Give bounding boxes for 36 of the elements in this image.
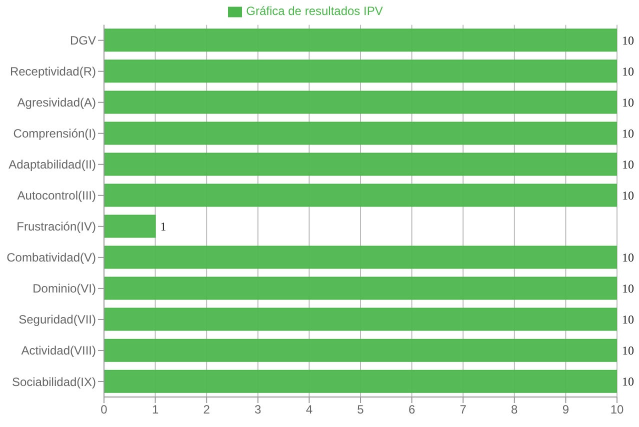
y-tick-label: Seguridad(VII): [18, 312, 96, 327]
x-tick-label: 5: [357, 402, 364, 417]
y-tick-label: Frustración(IV): [16, 220, 96, 234]
legend-label: Gráfica de resultados IPV: [246, 4, 383, 18]
y-tick-label: Sociabilidad(IX): [12, 374, 96, 389]
data-label: 10: [622, 188, 634, 202]
data-label: 10: [622, 157, 634, 172]
y-tick-label: Combatividad(V): [6, 250, 96, 265]
y-tick-label: Receptividad(R): [10, 64, 96, 79]
y-tick-label: Autocontrol(III): [17, 188, 96, 203]
y-tick-label: Dominio(VI): [32, 282, 96, 296]
x-tick-label: 1: [152, 402, 159, 417]
x-tick-label: 10: [610, 402, 624, 417]
x-tick-label: 4: [306, 402, 313, 417]
data-label: 10: [622, 33, 634, 48]
y-tick-label: Actividad(VIII): [21, 344, 96, 358]
data-label: 1: [160, 220, 166, 234]
x-tick-label: 8: [511, 402, 518, 417]
data-label: 10: [622, 95, 634, 110]
data-label: 10: [622, 312, 634, 327]
x-tick-label: 2: [203, 402, 210, 417]
y-tick-label: Agresividad(A): [17, 96, 96, 110]
data-label: 10: [622, 344, 634, 358]
data-label: 10: [622, 64, 634, 78]
y-tick-label: DGV: [70, 34, 96, 48]
y-tick-label: Adaptabilidad(II): [8, 158, 96, 172]
data-label: 10: [622, 374, 634, 389]
x-tick-label: 0: [100, 402, 108, 417]
x-tick-label: 3: [254, 402, 262, 417]
x-tick-label: 9: [562, 402, 570, 417]
x-tick-label: 6: [408, 402, 416, 417]
data-label: 10: [622, 126, 634, 140]
y-tick-label: Comprensión(I): [13, 126, 96, 141]
data-label: 10: [622, 282, 634, 296]
data-label: 10: [622, 250, 634, 265]
x-tick-label: 7: [460, 402, 467, 417]
